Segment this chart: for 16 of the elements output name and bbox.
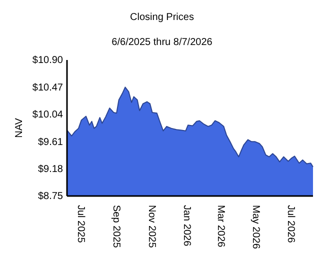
- y-tick-label: $9.18: [38, 164, 64, 175]
- x-tick-label: Jan 2026: [180, 205, 192, 247]
- x-tick-label: Jul 2026: [285, 205, 296, 244]
- y-tick-label: $10.04: [32, 110, 64, 121]
- chart-subtitle: 6/6/2025 thru 8/7/2026: [112, 37, 213, 48]
- x-tick-label: Sep 2025: [110, 205, 122, 248]
- x-tick-label: May 2026: [250, 205, 262, 250]
- x-tick-label: Nov 2025: [146, 205, 157, 248]
- y-tick-label: $9.61: [38, 136, 64, 148]
- y-tick-label: $8.75: [38, 191, 64, 202]
- x-tick-label: Mar 2026: [214, 205, 226, 248]
- chart-title: Closing Prices: [130, 12, 194, 23]
- y-tick-label: $10.47: [32, 82, 64, 94]
- y-tick-label: $10.90: [32, 55, 64, 66]
- x-tick-label: Jul 2025: [74, 205, 86, 244]
- y-axis-title: NAV: [14, 118, 25, 138]
